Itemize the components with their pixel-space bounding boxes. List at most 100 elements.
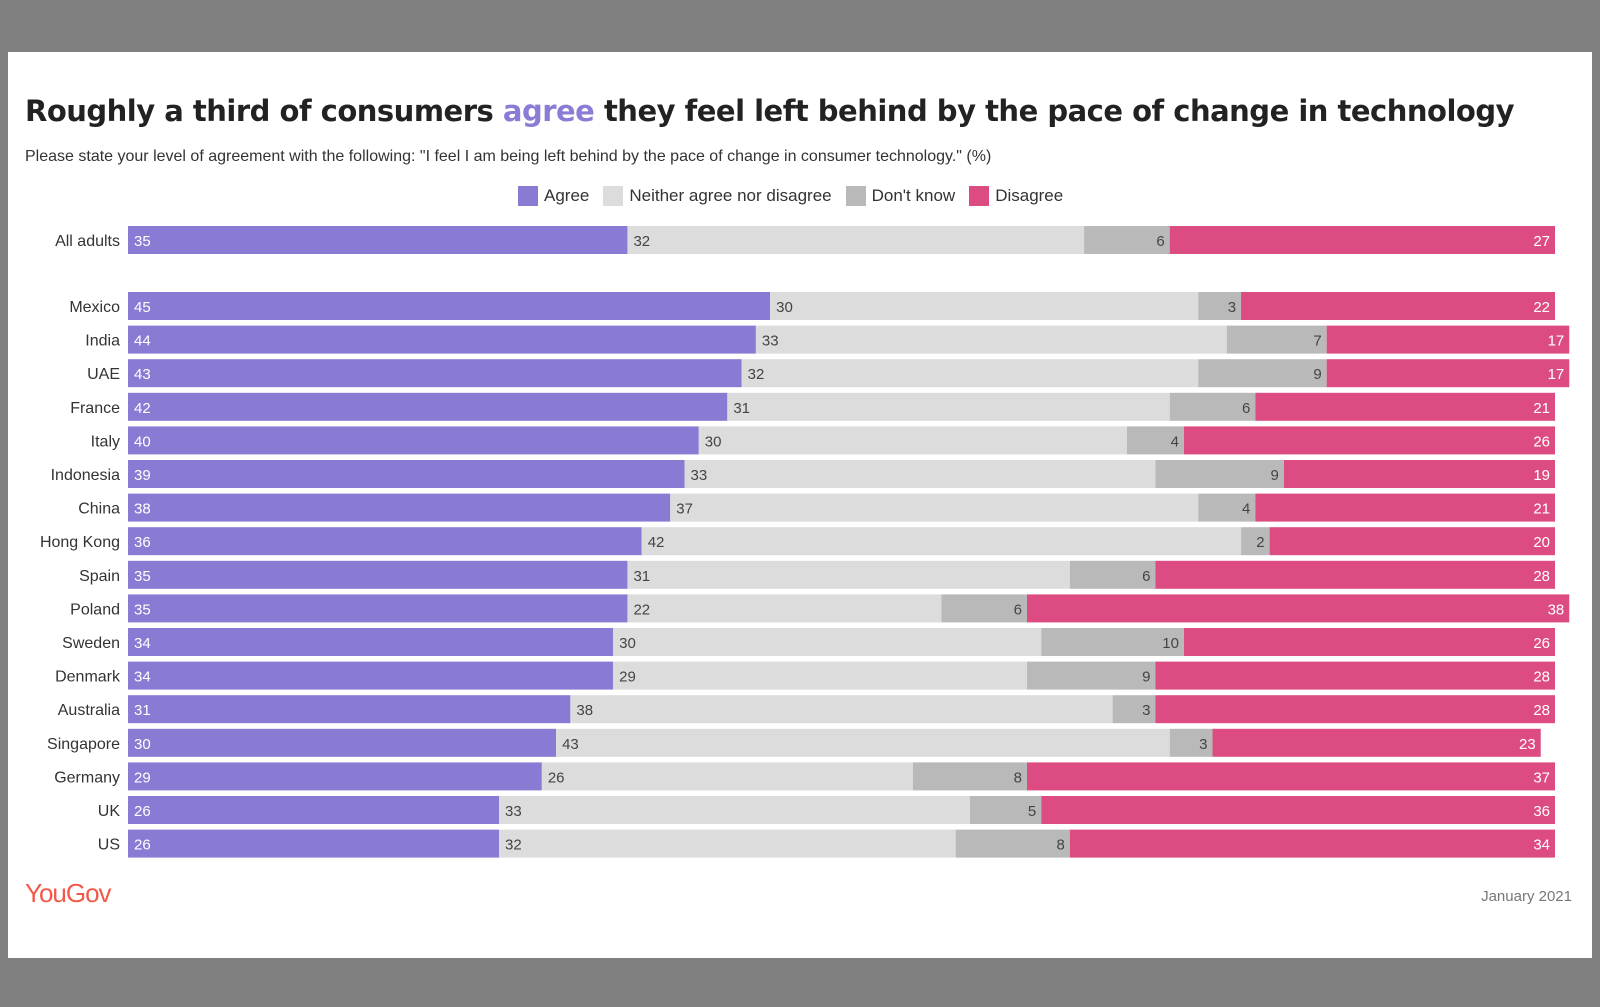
category-label: All adults <box>55 233 120 250</box>
bar-disagree <box>1283 460 1555 488</box>
chart-subtitle: Please state your level of agreement wit… <box>25 148 992 165</box>
data-label: 21 <box>1533 400 1550 417</box>
data-label: 3 <box>1228 299 1236 316</box>
bar-neither-agree-nor-disagree <box>698 426 1127 455</box>
bar-agree <box>128 226 628 254</box>
data-label: 9 <box>1142 669 1150 686</box>
bar-don-t-know <box>1041 628 1184 656</box>
data-label: 33 <box>691 467 708 484</box>
category-label: India <box>85 333 120 350</box>
bar-agree <box>128 628 614 656</box>
legend-swatch <box>518 186 538 206</box>
data-label: 43 <box>562 736 579 753</box>
data-label: 9 <box>1313 366 1321 383</box>
bar-disagree <box>1326 359 1570 388</box>
bar-disagree <box>1326 325 1570 354</box>
bar-neither-agree-nor-disagree <box>627 560 1070 589</box>
data-label: 34 <box>134 669 151 686</box>
data-label: 30 <box>705 433 722 450</box>
bar-agree <box>128 796 500 824</box>
legend-label: Don't know <box>871 186 956 205</box>
data-label: 34 <box>1533 837 1550 854</box>
data-label: 26 <box>134 837 151 854</box>
data-label: 35 <box>134 233 151 250</box>
data-label: 32 <box>748 366 765 383</box>
category-label: Indonesia <box>51 467 120 484</box>
data-label: 29 <box>619 669 636 686</box>
data-label: 32 <box>505 837 522 854</box>
bar-agree <box>128 594 628 623</box>
data-label: 29 <box>134 769 151 786</box>
data-label: 19 <box>1533 467 1550 484</box>
category-label: China <box>78 501 120 518</box>
data-label: 6 <box>1156 233 1164 250</box>
category-label: Hong Kong <box>40 534 120 551</box>
data-label: 28 <box>1533 568 1550 585</box>
data-label: 31 <box>633 568 650 585</box>
legend-swatch <box>969 186 990 206</box>
category-label: Denmark <box>55 669 121 686</box>
data-label: 9 <box>1271 467 1279 484</box>
bar-neither-agree-nor-disagree <box>641 527 1242 556</box>
data-label: 27 <box>1533 233 1550 250</box>
bar-disagree <box>1069 829 1555 858</box>
bar-disagree <box>1255 392 1555 421</box>
bar-disagree <box>1241 292 1555 320</box>
data-label: 10 <box>1162 635 1179 652</box>
data-label: 6 <box>1014 601 1022 618</box>
data-label: 30 <box>134 736 151 753</box>
bar-don-t-know <box>1198 359 1327 388</box>
bar-disagree <box>1183 426 1555 455</box>
bar-neither-agree-nor-disagree <box>556 728 1170 757</box>
bar-neither-agree-nor-disagree <box>770 292 1199 320</box>
data-label: 38 <box>576 702 593 719</box>
title-part: Roughly a third of consumers <box>25 94 503 128</box>
data-label: 30 <box>619 635 636 652</box>
data-label: 33 <box>762 333 779 350</box>
data-label: 22 <box>633 601 650 618</box>
bar-neither-agree-nor-disagree <box>613 661 1028 690</box>
data-label: 38 <box>1548 601 1565 618</box>
category-label: Spain <box>79 568 120 585</box>
category-label: Mexico <box>69 299 120 316</box>
data-label: 39 <box>134 467 151 484</box>
bar-agree <box>128 762 542 791</box>
legend-swatch <box>845 186 866 206</box>
legend-item: Disagree <box>969 186 1063 206</box>
bar-don-t-know <box>1155 460 1284 488</box>
data-label: 2 <box>1256 534 1264 551</box>
category-label: Sweden <box>62 635 120 652</box>
legend-item: Neither agree nor disagree <box>603 186 832 206</box>
data-label: 31 <box>733 400 750 417</box>
data-label: 6 <box>1242 400 1250 417</box>
data-label: 26 <box>1533 433 1550 450</box>
data-label: 36 <box>1533 803 1550 820</box>
bar-don-t-know <box>1241 527 1270 556</box>
bar-disagree <box>1169 226 1555 254</box>
bar-agree <box>128 527 642 556</box>
bar-disagree <box>1027 762 1555 791</box>
legend-item: Don't know <box>845 186 956 206</box>
chart-panel: Roughly a third of consumers agree they … <box>8 52 1592 958</box>
bar-don-t-know <box>1198 292 1242 320</box>
bar-agree <box>128 325 756 354</box>
data-label: 45 <box>134 299 151 316</box>
legend-label: Disagree <box>995 186 1064 205</box>
data-label: 6 <box>1142 568 1150 585</box>
data-label: 20 <box>1533 534 1550 551</box>
title-part: they feel left behind by the pace of cha… <box>594 94 1515 128</box>
bar-disagree <box>1027 594 1570 623</box>
data-label: 35 <box>134 568 151 585</box>
bar-neither-agree-nor-disagree <box>613 628 1042 656</box>
data-label: 5 <box>1028 803 1036 820</box>
bar-don-t-know <box>955 829 1070 858</box>
data-label: 23 <box>1519 736 1536 753</box>
bar-neither-agree-nor-disagree <box>755 325 1227 354</box>
data-label: 17 <box>1548 333 1565 350</box>
data-label: 30 <box>776 299 793 316</box>
yougov-logo: YouGov <box>25 878 112 908</box>
bar-neither-agree-nor-disagree <box>541 762 913 791</box>
bar-neither-agree-nor-disagree <box>499 829 956 858</box>
data-label: 42 <box>134 400 151 417</box>
category-label: Poland <box>70 601 120 618</box>
